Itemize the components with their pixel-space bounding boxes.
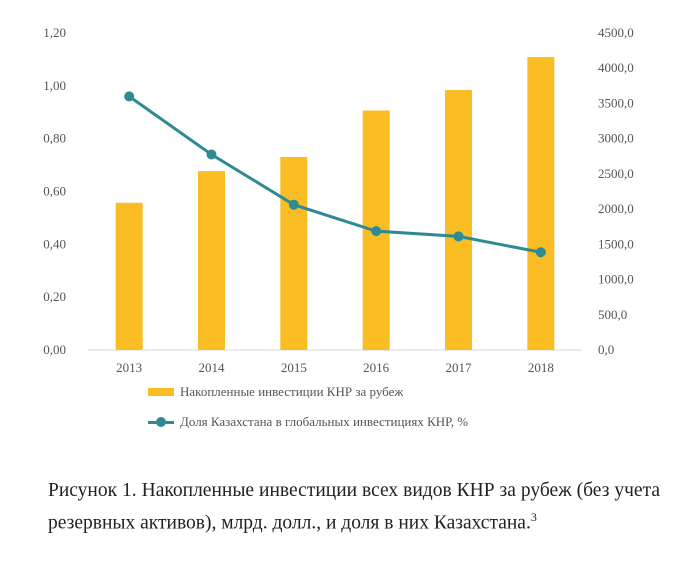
right-tick-label: 2000,0: [598, 201, 634, 216]
x-tick-label: 2018: [528, 360, 554, 375]
right-tick-label: 0,0: [598, 342, 614, 357]
legend-line-swatch: [148, 417, 174, 427]
line-point: [371, 226, 382, 237]
right-tick-label: 3000,0: [598, 131, 634, 146]
line-point: [206, 149, 217, 160]
bar-series: [115, 56, 555, 350]
x-tick-label: 2017: [446, 360, 473, 375]
left-axis-ticks: 0,00 0,20 0,40 0,60 0,80 1,00 1,20: [43, 25, 66, 357]
combo-chart: 0,00 0,20 0,40 0,60 0,80 1,00 1,20 0,0 500,0 100…: [43, 25, 634, 375]
x-tick-label: 2013: [116, 360, 142, 375]
line-series: [124, 91, 546, 258]
right-tick-label: 500,0: [598, 307, 627, 322]
line-point: [124, 91, 135, 102]
right-tick-label: 1000,0: [598, 272, 634, 287]
legend-bar-label: Накопленные инвестиции КНР за рубеж: [180, 384, 404, 399]
x-tick-label: 2014: [199, 360, 226, 375]
caption-text: Рисунок 1. Накопленные инвестиции всех в…: [48, 480, 660, 534]
left-tick-label: 1,00: [43, 78, 66, 93]
x-tick-label: 2016: [363, 360, 390, 375]
left-tick-label: 0,00: [43, 342, 66, 357]
legend-bar-swatch: [148, 388, 174, 396]
line-point: [535, 247, 546, 258]
legend-item-bars: Накопленные инвестиции КНР за рубеж: [148, 384, 403, 400]
bar: [280, 156, 308, 350]
figure-caption: Рисунок 1. Накопленные инвестиции всех в…: [48, 478, 660, 537]
legend-item-line: Доля Казахстана в глобальных инвестициях…: [148, 414, 468, 430]
left-tick-label: 1,20: [43, 25, 66, 40]
x-axis-ticks: 2013 2014 2015 2016 2017 2018: [116, 360, 554, 375]
x-tick-label: 2015: [281, 360, 307, 375]
right-tick-label: 4500,0: [598, 25, 634, 40]
line-point: [288, 199, 299, 210]
right-tick-label: 3500,0: [598, 95, 634, 110]
right-axis-ticks: 0,0 500,0 1000,0 1500,0 2000,0 2500,0 3000,0 35…: [598, 25, 634, 357]
line-path: [128, 95, 542, 254]
left-tick-label: 0,40: [43, 236, 66, 251]
left-tick-label: 0,60: [43, 184, 66, 199]
bar: [198, 171, 225, 350]
left-tick-label: 0,20: [43, 289, 66, 304]
legend-line-label: Доля Казахстана в глобальных инвестициях…: [180, 414, 469, 429]
bar: [115, 202, 143, 350]
right-tick-label: 2500,0: [598, 166, 634, 181]
right-tick-label: 4000,0: [598, 60, 634, 75]
bar: [445, 90, 472, 350]
caption-footnote: 3: [530, 510, 537, 524]
left-tick-label: 0,80: [43, 131, 66, 146]
line-point: [453, 231, 464, 242]
bar: [527, 56, 555, 350]
right-tick-label: 1500,0: [598, 236, 634, 251]
